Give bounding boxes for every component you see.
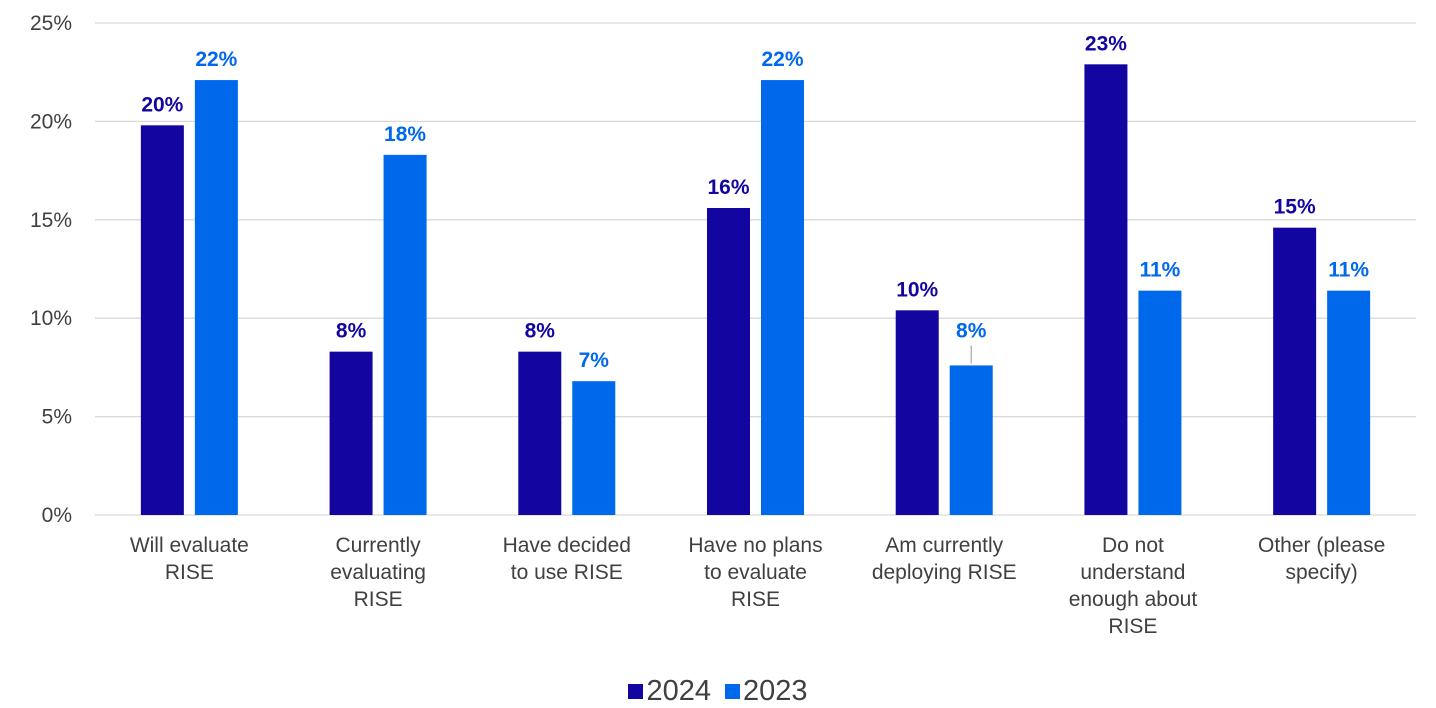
bars (140, 64, 1371, 516)
bar-2023-4 (761, 80, 804, 516)
y-tick-label: 10% (30, 307, 72, 330)
bar-2024-3 (518, 351, 562, 515)
data-label-2024-2: 8% (336, 320, 367, 343)
data-label-2024-6: 23% (1085, 32, 1127, 55)
data-label-2023-1: 22% (195, 48, 237, 71)
legend-swatch-2023 (725, 683, 740, 699)
data-label-2023-7: 11% (1328, 259, 1369, 282)
data-label-2024-3: 8% (525, 320, 556, 343)
gridlines (95, 22, 1416, 516)
category-label-5: Am currently deploying RISE (872, 534, 1017, 584)
data-label-2024-1: 20% (141, 93, 183, 116)
legend-label-2023: 2023 (743, 674, 808, 707)
legend: 2024 2023 (0, 675, 1436, 708)
y-tick-label: 0% (42, 504, 72, 527)
y-axis-ticks: 0% 5% 10% 15% 20% 25% (30, 12, 72, 527)
bar-2024-2 (329, 351, 373, 515)
category-label-7: Other (please specify) (1258, 534, 1385, 584)
bar-2023-1 (194, 80, 238, 516)
data-label-2023-6: 11% (1139, 259, 1180, 282)
bar-2024-4 (707, 207, 750, 515)
category-label-1: Will evaluate RISE (130, 534, 249, 584)
bar-2023-2 (383, 154, 427, 515)
bar-2024-6 (1084, 64, 1128, 515)
category-label-4: Have no plans to evaluate RISE (688, 534, 822, 611)
legend-label-2024: 2024 (646, 674, 711, 707)
bar-2023-5 (949, 365, 993, 515)
y-tick-label: 5% (42, 406, 72, 429)
legend-item-2024: 2024 (628, 675, 711, 708)
data-label-2023-5: 8% (956, 319, 987, 342)
y-tick-label: 20% (30, 110, 72, 133)
data-label-2024-7: 15% (1274, 196, 1316, 219)
bar-2024-1 (140, 125, 184, 515)
category-label-3: Have decided to use RISE (503, 534, 631, 584)
legend-swatch-2024 (628, 683, 644, 699)
bar-2023-6 (1138, 290, 1182, 515)
y-tick-label: 25% (30, 12, 72, 35)
category-labels: Will evaluate RISE Currently evaluating RISE… (130, 534, 1385, 638)
data-label-2023-3: 7% (579, 349, 610, 372)
bar-2024-5 (895, 310, 939, 515)
bar-2023-7 (1327, 290, 1371, 515)
bar-2023-3 (572, 381, 616, 515)
data-labels: 20% 22% 8% 18% 8% 7% 16% 22% 10% 8% 23% 11% 15% 11% (141, 32, 1369, 372)
data-label-2024-5: 10% (896, 278, 938, 301)
legend-item-2023: 2023 (725, 675, 808, 708)
data-label-2023-4: 22% (761, 48, 803, 71)
category-label-6: Do not understand enough about RISE (1069, 534, 1198, 638)
category-label-2: Currently evaluating RISE (330, 534, 426, 611)
data-label-2024-4: 16% (707, 176, 749, 199)
bar-2024-7 (1273, 227, 1317, 515)
data-label-2023-2: 18% (384, 123, 426, 146)
y-tick-label: 15% (30, 209, 72, 232)
